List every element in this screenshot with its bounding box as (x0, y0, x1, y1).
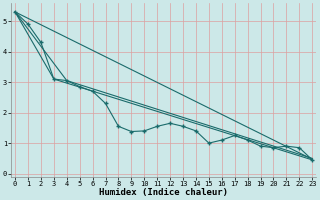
X-axis label: Humidex (Indice chaleur): Humidex (Indice chaleur) (99, 188, 228, 197)
